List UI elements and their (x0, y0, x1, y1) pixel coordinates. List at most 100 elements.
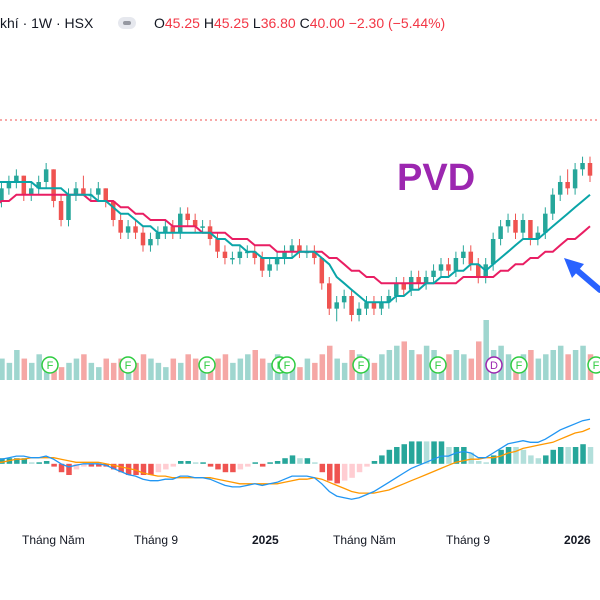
macd-indicator-pane[interactable] (0, 398, 600, 518)
candle-body (259, 258, 265, 271)
volume-bar (327, 345, 333, 380)
candle-body (557, 182, 563, 195)
event-marker[interactable]: F (278, 356, 296, 374)
time-axis-label: 2026 (564, 533, 591, 547)
candle-body (572, 169, 578, 189)
macd-histogram-bar (237, 463, 244, 470)
bottom-margin (0, 572, 600, 600)
macd-histogram-bar (110, 463, 117, 470)
macd-histogram-bar (453, 447, 460, 464)
event-marker[interactable]: F (429, 356, 447, 374)
volume-bar (528, 350, 534, 380)
volume-bar (297, 367, 303, 380)
macd-histogram-bar (0, 458, 5, 464)
volume-bar (379, 354, 385, 380)
event-marker[interactable]: F (352, 356, 370, 374)
volume-bar (96, 367, 102, 380)
candle-body (237, 251, 243, 258)
event-marker[interactable]: F (587, 356, 600, 374)
macd-histogram-bar (297, 458, 303, 464)
macd-histogram-bar (438, 441, 445, 464)
candle-body (267, 264, 272, 271)
volume-bar (446, 354, 452, 380)
volume-bar (312, 362, 318, 380)
macd-histogram-bar (81, 463, 87, 467)
open-label: O (154, 15, 165, 31)
candle-body (498, 226, 503, 239)
candle-body (453, 258, 459, 271)
macd-histogram-bar (341, 463, 348, 481)
volume-bar (408, 350, 415, 380)
event-marker-label: F (516, 360, 523, 372)
event-marker[interactable]: F (119, 356, 137, 374)
macd-histogram-bar (43, 461, 50, 464)
volume-bar (461, 354, 467, 380)
macd-histogram-bar (580, 444, 586, 464)
collapse-toggle-icon[interactable] (118, 17, 136, 29)
event-marker[interactable]: D (485, 356, 503, 374)
event-marker-circle (41, 356, 59, 374)
event-marker[interactable]: F (41, 356, 59, 374)
candle-body (6, 182, 12, 189)
event-marker-label: F (125, 360, 132, 372)
candle-body (550, 194, 555, 214)
symbol-label[interactable]: khí · 1W · HSX (0, 15, 94, 31)
event-marker[interactable]: F (198, 356, 216, 374)
candle-body (423, 277, 429, 284)
macd-histogram-bar (386, 449, 393, 464)
price-chart-pane[interactable]: PVD FFFFFFFDFF (0, 44, 600, 384)
candle-body (312, 251, 317, 258)
volume-bar (565, 354, 571, 380)
volume-bar (349, 350, 355, 380)
candle-body (580, 163, 585, 170)
macd-histogram-bar (192, 462, 199, 464)
volume-bar (58, 367, 65, 380)
macd-histogram-bar (505, 447, 512, 464)
volume-bar (88, 362, 95, 380)
event-marker[interactable]: F (510, 356, 528, 374)
time-axis-label: Tháng 9 (134, 533, 178, 547)
close-value: 40.00 (309, 15, 345, 31)
macd-histogram-bar (349, 463, 355, 478)
moving-average-fast-line (0, 181, 591, 304)
macd-histogram-bar (14, 458, 20, 464)
volume-bar (245, 354, 251, 380)
high-label: H (203, 15, 214, 31)
macd-histogram-bar (371, 461, 378, 464)
candle-body (148, 239, 153, 246)
candle-body (476, 264, 481, 277)
candle-body (222, 251, 228, 258)
candle-body (297, 245, 302, 252)
macd-histogram-bar (178, 461, 184, 464)
macd-histogram-bar (51, 463, 57, 467)
event-marker-circle (198, 356, 216, 374)
event-marker-circle (119, 356, 137, 374)
volume-bar (133, 362, 139, 380)
macd-histogram-bar (312, 462, 318, 464)
macd-histogram-bar (416, 441, 422, 464)
candle-body (386, 296, 392, 303)
volume-bar (185, 354, 191, 380)
event-markers[interactable]: FFFFFFFDFF (41, 356, 600, 374)
time-axis-label: 2025 (252, 533, 279, 547)
volume-bar (423, 345, 430, 380)
macd-histogram-bar (118, 463, 124, 473)
candle-body (0, 188, 4, 201)
open-value: 45.25 (164, 15, 200, 31)
volume-bar (259, 358, 266, 380)
macd-histogram-bar (289, 455, 296, 464)
volume-bar (334, 358, 340, 380)
candle-body (43, 169, 49, 182)
macd-histogram-bar (476, 461, 482, 464)
candle-body (36, 182, 41, 189)
candle-body (543, 213, 548, 233)
candle-body (349, 296, 354, 315)
candle-body (289, 245, 295, 252)
macd-histogram-bar (327, 463, 333, 481)
candle-body (431, 270, 436, 277)
macd-histogram-bar (498, 449, 504, 464)
time-axis[interactable]: Tháng Năm Tháng 9 2025 Tháng Năm Tháng 9… (0, 520, 600, 560)
volume-bar (81, 354, 87, 380)
volume-bar (222, 354, 229, 380)
macd-histogram-bar (155, 463, 162, 473)
